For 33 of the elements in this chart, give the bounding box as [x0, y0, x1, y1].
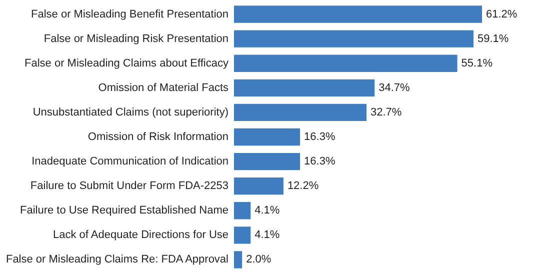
data-label: 61.2% — [486, 8, 518, 20]
bar — [234, 104, 367, 122]
y-tick-label: Lack of Adequate Directions for Use — [53, 229, 228, 242]
y-tick-label: Omission of Risk Information — [88, 131, 228, 143]
data-label: 4.1% — [254, 204, 280, 217]
bar — [234, 6, 482, 23]
bar — [234, 54, 458, 72]
bar — [234, 79, 375, 96]
bar — [234, 178, 284, 195]
y-tick-label: Inadequate Communication of Indication — [32, 156, 228, 168]
bar — [234, 128, 300, 146]
bar — [234, 30, 474, 48]
y-tick-label: False or Misleading Risk Presentation — [44, 32, 228, 45]
data-label: 2.0% — [246, 254, 272, 266]
bar — [234, 226, 251, 244]
data-label: 59.1% — [477, 32, 509, 45]
data-label: 34.7% — [378, 82, 410, 94]
y-tick-label: False or Misleading Benefit Presentation — [31, 8, 228, 20]
bar — [234, 152, 300, 170]
y-tick-label: False or Misleading Claims Re: FDA Approval — [6, 254, 228, 266]
y-tick-label: Failure to Use Required Established Name — [20, 204, 228, 217]
y-tick-label: Omission of Material Facts — [98, 82, 229, 94]
y-tick-label: Unsubstantiated Claims (not superiority) — [32, 106, 228, 118]
y-tick-label: False or Misleading Claims about Efficacy — [24, 57, 229, 70]
data-label: 55.1% — [461, 57, 493, 70]
bar — [234, 202, 251, 220]
data-label: 12.2% — [287, 180, 319, 192]
data-label: 4.1% — [254, 229, 280, 242]
bar — [234, 251, 242, 268]
data-label: 16.3% — [304, 131, 336, 143]
data-label: 16.3% — [304, 156, 336, 168]
y-tick-label: Failure to Submit Under Form FDA-2253 — [30, 180, 228, 192]
data-label: 32.7% — [370, 106, 402, 118]
